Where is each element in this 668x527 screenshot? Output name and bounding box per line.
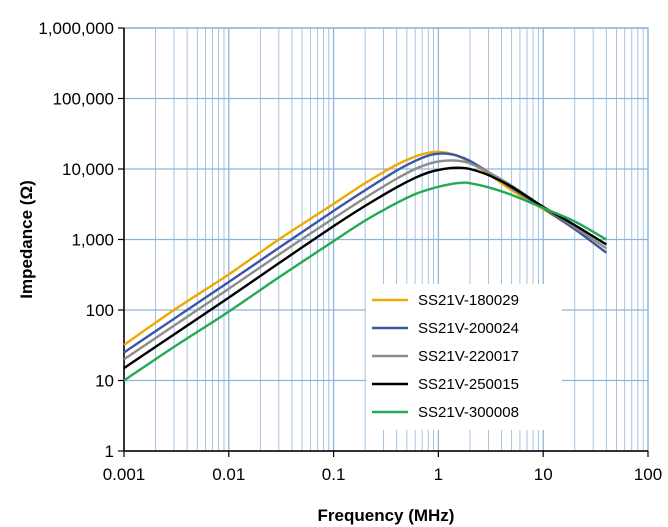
x-tick-label: 0.1 [322,465,346,484]
x-tick-label: 0.01 [212,465,245,484]
series-line-ss21v-250015 [123,166,607,370]
y-tick-label: 100 [86,301,114,320]
y-tick-label: 100,000 [53,90,114,109]
y-axis-title: Impedance (Ω) [17,180,36,299]
y-tick-label: 1 [105,442,114,461]
y-tick-label: 1,000 [71,231,114,250]
legend-label: SS21V-300008 [418,404,519,421]
series-layer [123,150,608,382]
legend-label: SS21V-220017 [418,348,519,365]
x-tick-label: 1 [434,465,443,484]
axis-layer: 1 10 100 1,000 10,000 100,000 1,000,000 0.001 0.… [38,19,662,484]
x-tick-label: 100 [634,465,662,484]
x-axis-title: Frequency (MHz) [318,506,455,525]
y-tick-label: 1,000,000 [38,19,114,38]
legend-label: SS21V-250015 [418,376,519,393]
series-line-ss21v-180029 [123,150,608,346]
y-tick-label: 10 [95,372,114,391]
x-tick-label: 0.001 [103,465,146,484]
legend-label: SS21V-200024 [418,320,519,337]
x-tick-label: 10 [534,465,553,484]
y-tick-label: 10,000 [62,160,114,179]
legend-label: SS21V-180029 [418,292,519,309]
legend: SS21V-180029 SS21V-200024 SS21V-220017 SS21… [366,284,562,430]
series-line-ss21v-300008 [123,181,607,382]
